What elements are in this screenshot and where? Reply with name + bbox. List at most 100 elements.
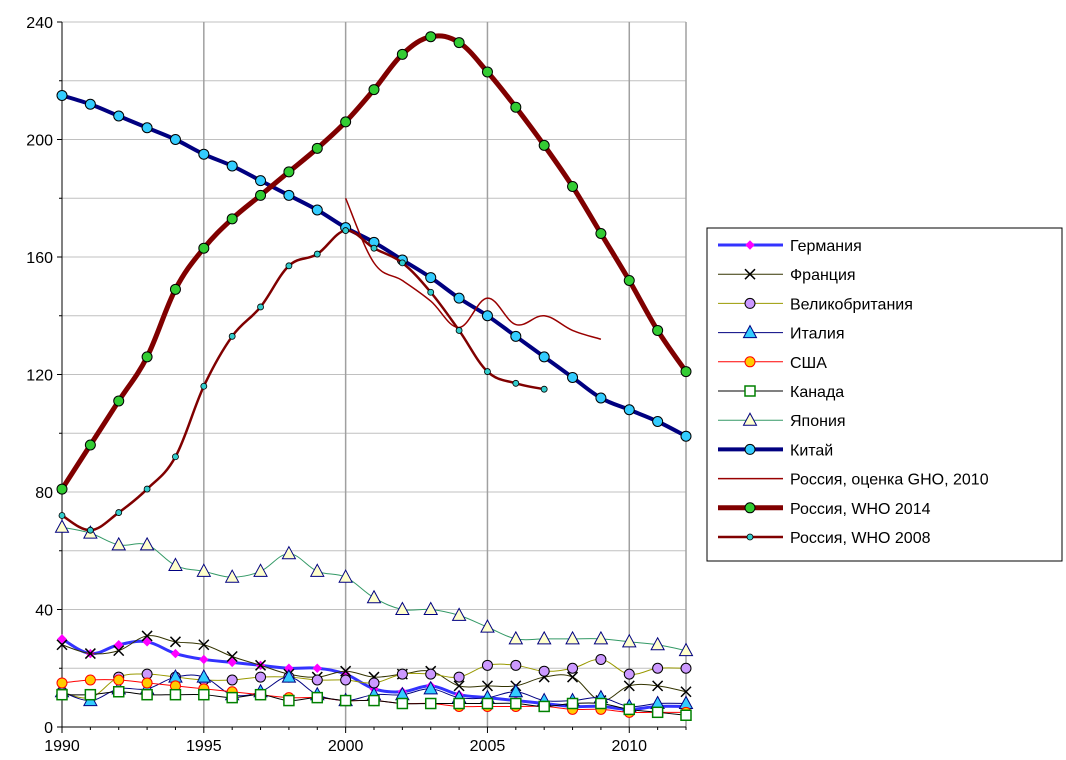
y-tick-label: 240 — [26, 15, 53, 32]
legend-label: Россия, оценка GHO, 2010 — [790, 472, 989, 489]
legend-label: Франция — [790, 267, 856, 284]
data-point — [593, 630, 609, 645]
data-point — [510, 101, 522, 113]
data-point — [199, 654, 209, 665]
data-point — [510, 697, 522, 710]
data-point — [621, 633, 637, 648]
data-point — [309, 563, 325, 577]
data-point — [170, 648, 181, 659]
data-point — [312, 663, 322, 673]
data-point — [623, 275, 635, 286]
y-tick-label: 0 — [44, 720, 53, 737]
data-point — [595, 228, 607, 239]
data-point — [168, 557, 183, 571]
data-point — [368, 84, 380, 96]
data-point — [396, 48, 408, 60]
data-point — [228, 332, 236, 340]
data-point — [455, 327, 463, 334]
data-point — [540, 385, 548, 393]
x-tick-label: 2010 — [611, 738, 647, 755]
legend-swatch-marker — [744, 385, 756, 397]
data-point — [169, 688, 182, 701]
data-point — [169, 636, 181, 648]
data-point — [255, 659, 267, 671]
data-point — [512, 379, 520, 387]
data-point — [538, 700, 550, 713]
x-tick-label: 2005 — [470, 738, 506, 755]
legend-label: Великобритания — [790, 296, 913, 313]
data-point — [651, 706, 664, 719]
data-point — [340, 665, 352, 677]
data-point — [196, 563, 212, 577]
data-point — [169, 283, 181, 295]
legend-label: Япония — [790, 413, 846, 430]
data-point — [198, 242, 210, 254]
y-tick-label: 80 — [35, 485, 53, 502]
data-point — [226, 691, 238, 704]
data-point — [169, 134, 181, 145]
data-point — [370, 244, 378, 252]
data-point — [115, 509, 123, 516]
data-point — [196, 669, 212, 683]
legend-item: Италия — [718, 324, 844, 343]
data-point — [423, 680, 439, 695]
data-point — [453, 680, 465, 692]
legend-item: США — [718, 355, 827, 372]
data-point — [595, 697, 607, 710]
data-point — [200, 382, 208, 390]
data-point — [226, 213, 238, 225]
data-point — [84, 688, 97, 701]
data-point — [141, 630, 153, 642]
x-tick-label: 1995 — [186, 738, 222, 755]
data-point — [255, 189, 267, 201]
legend-swatch-marker — [744, 268, 756, 280]
legend-swatch-marker — [746, 533, 754, 541]
legend-label: США — [790, 355, 827, 372]
legend-item: Россия, WHO 2014 — [718, 501, 931, 518]
legend-item: Германия — [718, 238, 862, 255]
legend-swatch-marker — [744, 297, 756, 309]
data-point — [57, 634, 67, 644]
data-point — [84, 439, 96, 451]
data-point — [224, 569, 240, 583]
data-point — [255, 671, 267, 683]
series-10 — [58, 227, 548, 534]
data-point — [453, 292, 465, 304]
y-tick-label: 160 — [26, 250, 53, 267]
data-point — [650, 636, 665, 651]
legend-swatch-marker — [742, 412, 758, 426]
data-point — [283, 694, 295, 707]
series-7 — [56, 89, 692, 442]
data-point — [198, 148, 210, 160]
data-point — [283, 189, 295, 201]
data-point — [510, 330, 522, 342]
data-point — [595, 392, 607, 404]
data-point — [538, 139, 550, 151]
data-point — [56, 639, 68, 651]
legend: Германия Франция Великобритания Италия США Ка… — [706, 227, 1063, 562]
data-point — [84, 648, 96, 660]
legend-swatch-marker — [745, 240, 755, 250]
series-9 — [56, 31, 692, 495]
legend-label: Россия, WHO 2008 — [790, 530, 931, 547]
data-point — [423, 601, 439, 615]
data-point — [425, 31, 437, 43]
series-5 — [56, 686, 692, 721]
data-point — [112, 686, 125, 698]
data-point — [311, 142, 323, 154]
data-point — [453, 697, 465, 710]
data-point — [56, 483, 68, 495]
data-point — [678, 642, 694, 657]
data-point — [254, 688, 267, 701]
data-point — [113, 674, 125, 686]
legend-swatch-marker — [744, 443, 756, 455]
data-point — [142, 637, 152, 647]
data-point — [427, 288, 435, 296]
data-point — [508, 630, 524, 645]
data-point — [281, 545, 297, 560]
legend-item: Франция — [718, 267, 856, 284]
legend-label: Германия — [790, 238, 862, 255]
data-point — [680, 366, 692, 378]
data-point — [565, 630, 580, 645]
